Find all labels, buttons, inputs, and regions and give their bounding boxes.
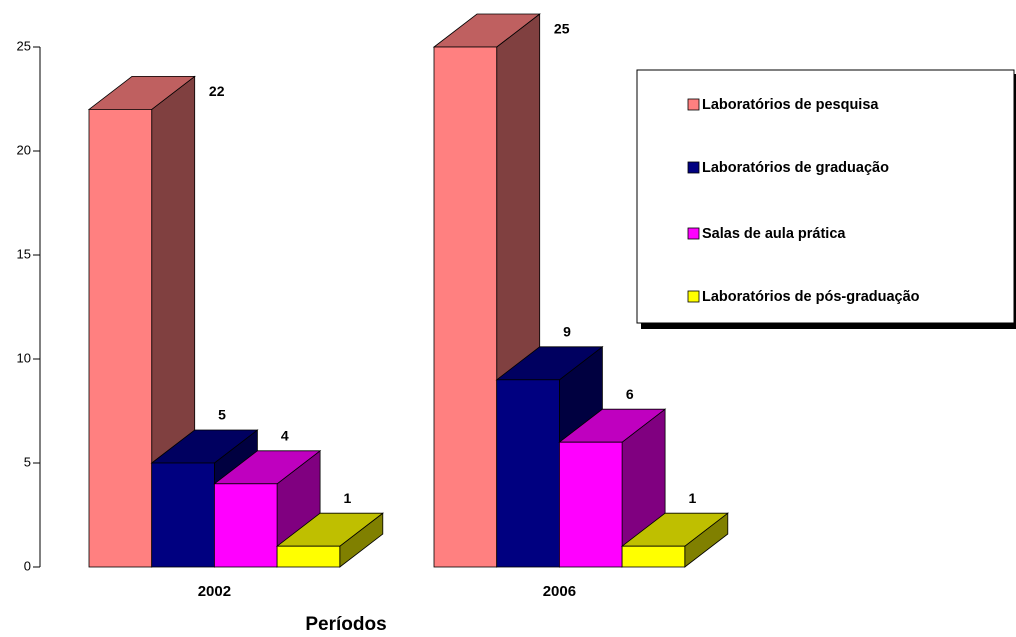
bar xyxy=(88,109,153,568)
bar xyxy=(496,379,560,568)
bar xyxy=(276,545,341,568)
value-label: 1 xyxy=(344,490,352,506)
y-tick-label: 0 xyxy=(24,558,31,573)
y-tick-label: 20 xyxy=(17,142,31,157)
bar xyxy=(151,462,215,568)
value-label: 5 xyxy=(218,407,226,423)
x-tick-label: 2002 xyxy=(198,583,231,600)
legend-label: Laboratórios de graduação xyxy=(702,160,889,176)
value-label: 4 xyxy=(281,428,289,444)
bar xyxy=(559,441,623,568)
legend-swatch xyxy=(687,290,700,303)
value-label: 25 xyxy=(554,21,570,37)
value-label: 9 xyxy=(563,324,571,340)
y-tick-label: 15 xyxy=(17,246,31,261)
value-label: 22 xyxy=(209,83,225,99)
legend-label: Laboratórios de pesquisa xyxy=(702,97,879,113)
y-tick-label: 25 xyxy=(17,38,31,53)
value-label: 6 xyxy=(626,386,634,402)
bar xyxy=(213,483,278,568)
value-label: 1 xyxy=(689,490,697,506)
legend-swatch xyxy=(687,161,700,174)
y-tick-label: 10 xyxy=(17,350,31,365)
legend-label: Laboratórios de pós-graduação xyxy=(702,289,920,305)
legend-swatch xyxy=(687,227,700,240)
x-tick-label: 2006 xyxy=(543,583,576,600)
legend-label: Salas de aula prática xyxy=(702,226,846,242)
legend-box xyxy=(636,69,1015,324)
y-tick-label: 5 xyxy=(24,454,31,469)
bar xyxy=(433,46,498,568)
legend-swatch xyxy=(687,98,700,111)
x-axis-label: Períodos xyxy=(305,614,386,635)
bar xyxy=(621,545,686,568)
